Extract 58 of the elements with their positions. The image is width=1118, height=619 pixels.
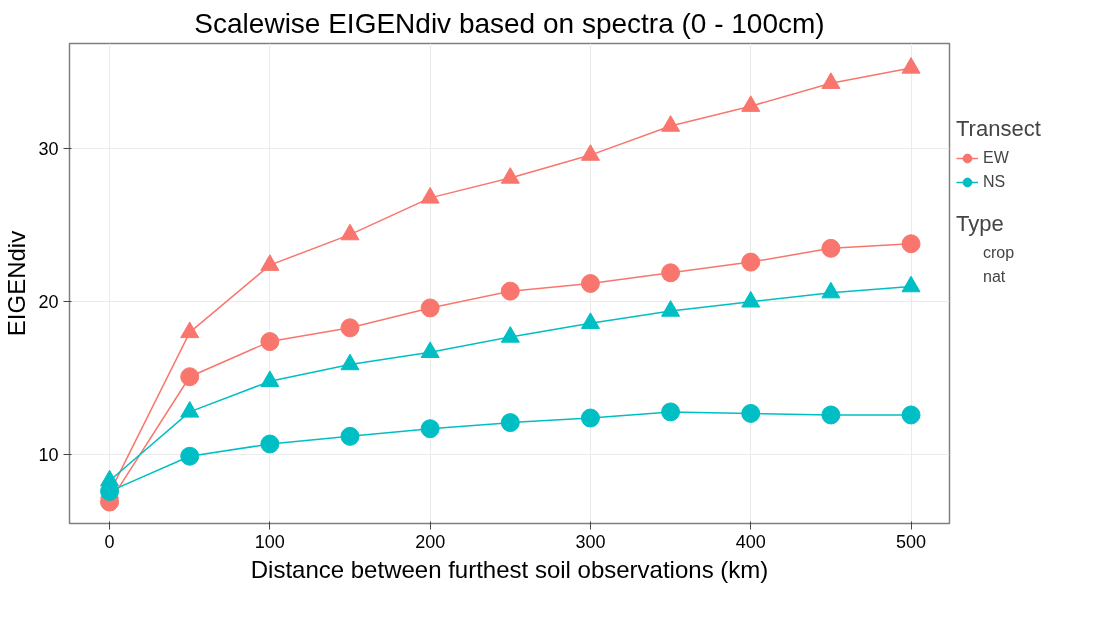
point — [580, 274, 600, 293]
legend-label: EW — [983, 149, 1009, 167]
point — [661, 402, 681, 422]
x-tick-label: 200 — [415, 531, 446, 552]
x-tick-label: 400 — [735, 531, 766, 552]
point — [180, 321, 200, 339]
point — [821, 405, 841, 425]
point — [420, 187, 440, 204]
point — [420, 341, 440, 358]
point — [260, 370, 280, 388]
point — [340, 426, 360, 446]
point — [340, 353, 360, 371]
x-tick-label: 300 — [575, 531, 606, 552]
point — [500, 413, 520, 433]
x-tick-label: 500 — [896, 531, 927, 552]
point — [741, 403, 761, 423]
point — [420, 298, 440, 318]
point — [741, 95, 761, 112]
point — [661, 263, 681, 283]
y-tick-label: 10 — [38, 445, 59, 466]
point — [420, 419, 440, 439]
point — [500, 281, 520, 301]
legend-label: NS — [983, 173, 1006, 191]
point — [741, 252, 761, 272]
point — [661, 115, 681, 132]
x-tick-label: 0 — [104, 531, 115, 552]
point — [580, 312, 600, 329]
point — [901, 57, 921, 74]
text: nat — [983, 268, 1006, 286]
chart-title: Scalewise EIGENdiv based on spectra (0 - 100cm) — [194, 7, 825, 39]
x-tick-label: 100 — [254, 531, 285, 552]
x-axis-title: Distance between furthest soil observations (km) — [250, 555, 769, 583]
point — [901, 275, 921, 293]
y-tick-label: 30 — [38, 139, 59, 160]
point — [260, 254, 280, 271]
point — [340, 223, 360, 241]
y-axis-title: EIGENdiv — [3, 230, 31, 337]
point — [260, 434, 280, 454]
point — [180, 401, 200, 418]
point — [500, 326, 520, 343]
point — [741, 290, 761, 308]
legend-title: Transect — [956, 116, 1041, 142]
text: crop — [983, 244, 1015, 262]
point — [180, 446, 200, 466]
point — [821, 238, 841, 258]
point — [180, 367, 200, 387]
point — [901, 234, 921, 254]
point — [260, 332, 280, 352]
point — [580, 408, 600, 428]
point — [661, 300, 681, 317]
y-tick-label: 20 — [38, 292, 59, 313]
point — [901, 405, 921, 425]
point — [821, 72, 841, 89]
point — [821, 281, 841, 299]
point — [340, 318, 360, 338]
text: Type — [956, 211, 1005, 237]
point — [580, 144, 600, 161]
point — [500, 167, 520, 184]
